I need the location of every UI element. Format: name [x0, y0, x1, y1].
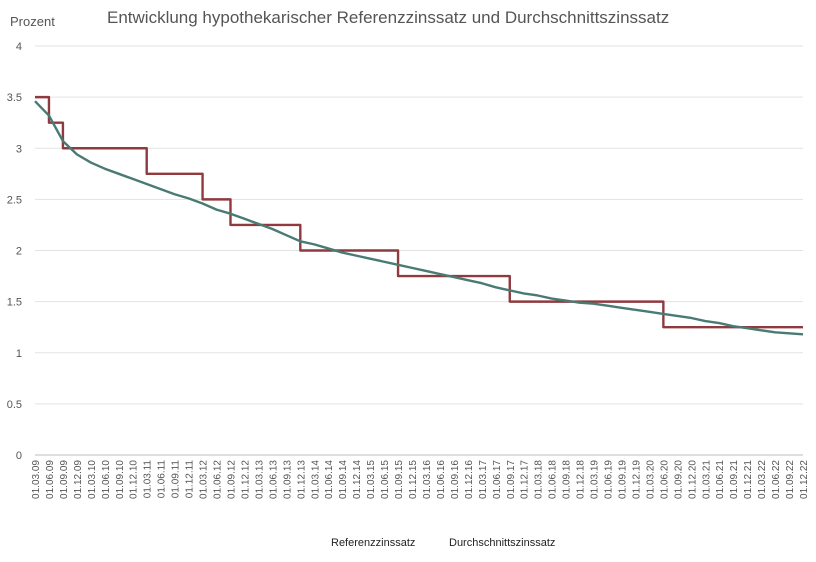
x-tick-label: 01.09.14	[338, 460, 349, 499]
x-tick-label: 01.03.15	[366, 460, 377, 499]
x-tick-label: 01.12.20	[687, 460, 698, 499]
x-tick-label: 01.09.16	[450, 460, 461, 499]
x-tick-label: 01.12.21	[743, 460, 754, 499]
x-tick-label: 01.06.14	[324, 460, 335, 499]
x-tick-label: 01.09.19	[617, 460, 628, 499]
x-tick-label: 01.12.13	[296, 460, 307, 499]
series-line-durchschnittszinssatz	[34, 100, 804, 336]
x-tick-label: 01.03.17	[478, 460, 489, 499]
y-tick-label: 3	[16, 143, 22, 155]
y-tick-label: 1.5	[7, 297, 22, 309]
x-tick-label: 01.03.10	[87, 460, 98, 499]
series-line-referenzzinssatz	[35, 95, 803, 329]
grid-lines	[35, 45, 803, 456]
x-tick-label: 01.03.19	[590, 460, 601, 499]
x-tick-label: 01.12.09	[73, 460, 84, 499]
x-tick-label: 01.03.11	[143, 460, 154, 499]
x-tick-label: 01.09.17	[506, 460, 517, 499]
chart-title: Entwicklung hypothekarischer Referenzzin…	[107, 8, 670, 27]
x-tick-label: 01.12.19	[631, 460, 642, 499]
y-tick-label: 1	[16, 348, 22, 360]
x-tick-label: 01.06.21	[715, 460, 726, 499]
x-tick-label: 01.09.13	[282, 460, 293, 499]
x-tick-label: 01.06.17	[492, 460, 503, 499]
x-tick-label: 01.06.18	[548, 460, 559, 499]
x-tick-label: 01.12.12	[240, 460, 251, 499]
x-tick-label: 01.03.21	[701, 460, 712, 499]
y-tick-label: 3.5	[7, 92, 22, 104]
x-tick-label: 01.03.22	[757, 460, 768, 499]
x-tick-label: 01.12.17	[520, 460, 531, 499]
x-tick-label: 01.03.18	[534, 460, 545, 499]
legend-item-referenzzinssatz[interactable]: Referenzzinssatz	[331, 537, 416, 549]
x-tick-label: 01.06.13	[268, 460, 279, 499]
y-tick-labels: 0 0.5 1 1.5 2 2.5 3 3.5 4	[7, 41, 22, 462]
x-tick-label: 01.06.19	[604, 460, 615, 499]
x-tick-label: 01.06.12	[213, 460, 224, 499]
x-tick-label: 01.09.09	[59, 460, 70, 499]
x-tick-label: 01.03.13	[254, 460, 265, 499]
y-axis-label: Prozent	[10, 14, 55, 29]
x-tick-label: 01.09.10	[115, 460, 126, 499]
x-tick-label: 01.12.18	[576, 460, 587, 499]
x-tick-label: 01.09.20	[673, 460, 684, 499]
x-tick-label: 01.12.15	[408, 460, 419, 499]
x-tick-label: 01.06.10	[101, 460, 112, 499]
y-tick-label: 4	[16, 41, 22, 53]
x-tick-label: 01.03.09	[31, 460, 42, 499]
x-tick-label: 01.06.22	[771, 460, 782, 499]
x-tick-label: 01.03.14	[310, 460, 321, 499]
y-tick-label: 0	[16, 450, 22, 462]
x-tick-label: 01.06.16	[436, 460, 447, 499]
x-tick-label: 01.06.09	[45, 460, 56, 499]
x-tick-label: 01.06.15	[380, 460, 391, 499]
series-lines	[34, 95, 804, 336]
x-tick-label: 01.12.11	[185, 460, 196, 499]
x-tick-label: 01.03.16	[422, 460, 433, 499]
x-tick-label: 01.06.11	[157, 460, 168, 499]
x-tick-label: 01.09.11	[171, 460, 182, 499]
x-tick-label: 01.06.20	[659, 460, 670, 499]
x-tick-label: 01.09.21	[729, 460, 740, 499]
x-tick-label: 01.03.12	[199, 460, 210, 499]
x-tick-label: 01.09.22	[785, 460, 796, 499]
y-tick-label: 2.5	[7, 194, 22, 206]
x-tick-label: 01.12.22	[799, 460, 810, 499]
x-tick-label: 01.03.20	[645, 460, 656, 499]
x-tick-label: 01.09.12	[226, 460, 237, 499]
y-tick-label: 0.5	[7, 399, 22, 411]
x-tick-labels: 01.03.09 01.06.09 01.09.09 01.12.09 01.03.10…	[31, 460, 810, 499]
x-tick-label: 01.12.16	[464, 460, 475, 499]
x-tick-label: 01.09.15	[394, 460, 405, 499]
y-tick-label: 2	[16, 246, 22, 258]
x-tick-label: 01.09.18	[562, 460, 573, 499]
x-tick-label: 01.12.14	[352, 460, 363, 499]
legend-item-durchschnittszinssatz[interactable]: Durchschnittszinssatz	[449, 537, 556, 549]
x-tick-label: 01.12.10	[129, 460, 140, 499]
